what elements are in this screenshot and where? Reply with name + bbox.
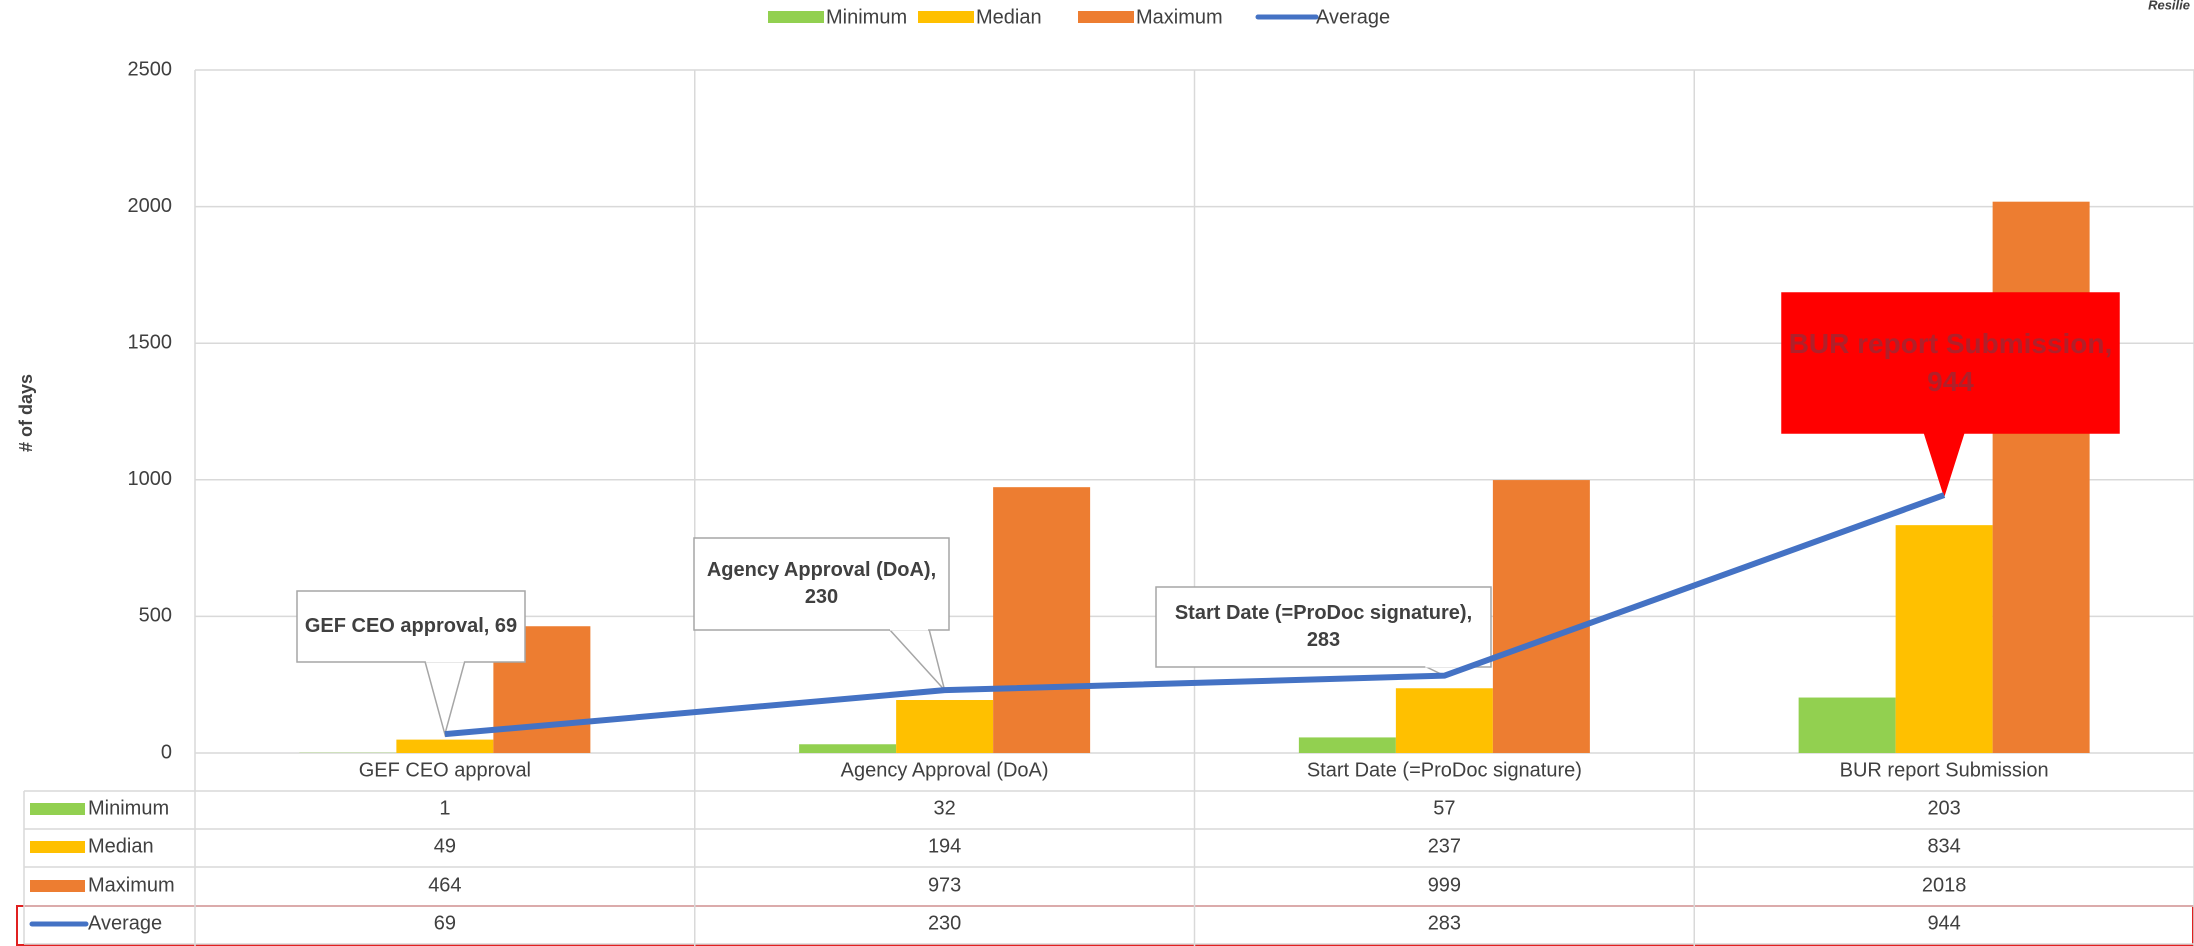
- x-tick-label: GEF CEO approval: [359, 759, 531, 781]
- x-tick-label: Agency Approval (DoA): [841, 759, 1049, 781]
- y-tick-label: 2500: [128, 58, 173, 80]
- table-cell: 237: [1428, 835, 1461, 857]
- y-tick-label: 2000: [128, 195, 173, 217]
- x-tick-label: BUR report Submission: [1840, 759, 2049, 781]
- y-tick-label: 1500: [128, 331, 173, 353]
- legend-swatch: [768, 11, 824, 23]
- callout-pointer: [887, 628, 946, 691]
- bar: [896, 699, 994, 753]
- legend-key: [30, 880, 85, 892]
- table-cell: 999: [1428, 874, 1461, 896]
- table-cell: 194: [928, 835, 961, 857]
- table-cell: 834: [1927, 835, 1960, 857]
- callout: Agency Approval (DoA), 230: [706, 559, 937, 608]
- callout-pointer: [423, 660, 466, 737]
- bar: [1895, 525, 1993, 753]
- table-cell: 973: [928, 874, 961, 896]
- legend-swatch: [1078, 11, 1134, 23]
- table-row-label: Average: [88, 912, 162, 934]
- table-row-label: Median: [88, 835, 154, 857]
- table-cell: 69: [434, 912, 456, 934]
- y-tick-label: 0: [161, 741, 172, 763]
- legend-key: [30, 841, 85, 853]
- bar: [1798, 697, 1896, 753]
- data-label: BUR report Submission, 944: [1788, 328, 2113, 397]
- table-cell: 464: [428, 874, 461, 896]
- corner-note: Resilie: [2148, 0, 2190, 12]
- callout-pointer: [1923, 431, 1966, 498]
- callout: BUR report Submission, 944: [1788, 328, 2113, 397]
- callout-box: [296, 590, 526, 663]
- table-cell: 49: [434, 835, 456, 857]
- bar: [993, 487, 1091, 753]
- callout: Start Date (=ProDoc signature), 283: [1174, 602, 1473, 651]
- bar: [396, 739, 494, 753]
- bar: [1395, 688, 1493, 753]
- highlight-box: [16, 905, 2194, 946]
- bar: [1992, 201, 2090, 754]
- table-cell: 2018: [1922, 874, 1967, 896]
- bar: [1298, 737, 1396, 753]
- table-cell: 57: [1433, 797, 1455, 819]
- legend-label: Maximum: [1136, 6, 1223, 28]
- callout-box: [1781, 292, 2120, 434]
- table-cell: 944: [1927, 912, 1960, 934]
- y-tick-label: 1000: [128, 468, 173, 490]
- bar: [1492, 480, 1590, 753]
- bar: [799, 744, 897, 753]
- callout: GEF CEO approval, 69: [304, 615, 518, 637]
- legend-label: Median: [976, 6, 1042, 28]
- line: [444, 492, 1946, 738]
- table-cell: 230: [928, 912, 961, 934]
- legend-label: Average: [1316, 6, 1390, 28]
- table-cell: 203: [1927, 797, 1960, 819]
- legend-key: [30, 803, 85, 815]
- table-row-label: Maximum: [88, 874, 175, 896]
- callout-box: [693, 537, 950, 631]
- callout-box: [1155, 586, 1492, 668]
- table-row-label: Minimum: [88, 797, 169, 819]
- data-label: Start Date (=ProDoc signature), 283: [1174, 602, 1473, 651]
- legend-swatch: [918, 11, 974, 23]
- table-cell: 1: [439, 797, 450, 819]
- y-axis-label: # of days: [16, 374, 36, 452]
- legend-label: Minimum: [826, 6, 907, 28]
- data-label: Agency Approval (DoA), 230: [706, 559, 937, 608]
- legend: Minimum Median Maximum Average: [768, 6, 1390, 28]
- data-label: GEF CEO approval, 69: [304, 615, 518, 637]
- table-cell: 32: [934, 797, 956, 819]
- y-tick-label: 500: [139, 605, 172, 627]
- table-cell: 283: [1428, 912, 1461, 934]
- x-tick-label: Start Date (=ProDoc signature): [1307, 759, 1582, 781]
